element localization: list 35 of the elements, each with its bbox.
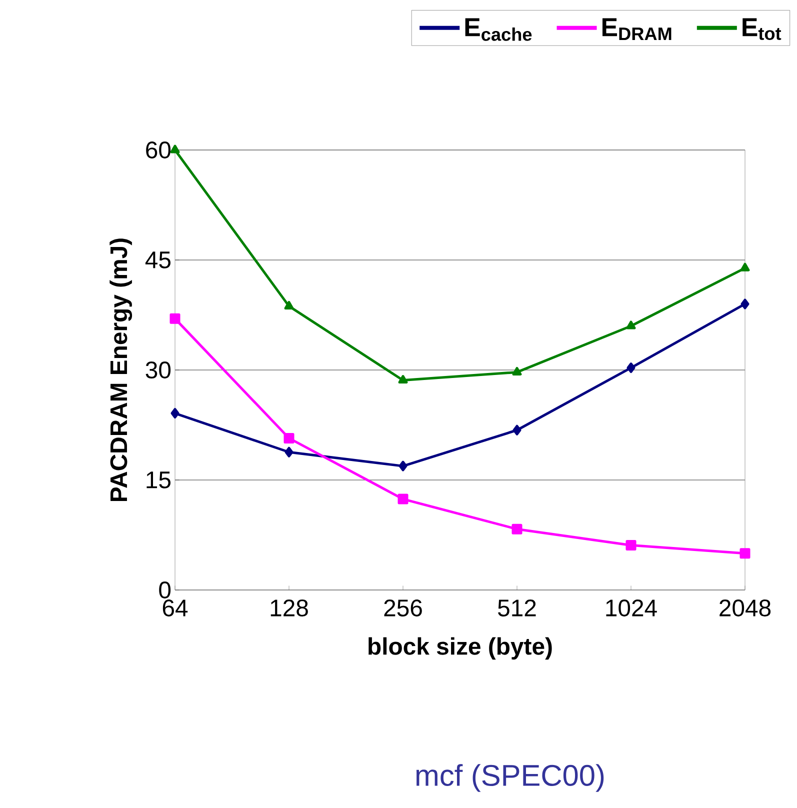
point [284, 446, 294, 458]
point [170, 313, 180, 324]
point [740, 298, 750, 310]
point [398, 460, 408, 472]
x-tick-label: 256 [384, 600, 422, 616]
legend-label: E$_{tot}$ [742, 18, 782, 40]
y-axis-title: PACDRAM Energy (mJ) [110, 238, 132, 502]
point [626, 320, 636, 330]
legend-label: E$_{DRAM}$ [602, 18, 672, 40]
point [398, 375, 408, 384]
y-tick-label: 30 [146, 362, 171, 378]
point [284, 300, 294, 310]
x-tick-label: 2048 [720, 600, 771, 616]
y-tick-label: 60 [146, 142, 171, 158]
text: mcf (SPEC00) [416, 764, 604, 792]
x-tick-label: 128 [270, 600, 308, 616]
point [626, 540, 636, 551]
point [626, 362, 636, 374]
x-tick-label: 1024 [606, 600, 657, 616]
point [170, 408, 180, 419]
x-tick-label: 512 [498, 600, 536, 616]
y-tick-label: 45 [145, 252, 170, 268]
point [398, 494, 408, 504]
point [512, 524, 522, 534]
point [740, 262, 750, 272]
point [740, 548, 750, 559]
y-tick-label: 0 [159, 582, 171, 598]
point [512, 366, 522, 376]
y-tick-label: 15 [146, 472, 170, 488]
legend-label: E$_{cache}$ [465, 18, 532, 41]
x-tick-label: 64 [162, 600, 188, 616]
point [512, 424, 522, 436]
x-axis-title: block size (byte) [368, 637, 552, 660]
point [170, 144, 180, 154]
point [284, 432, 294, 444]
